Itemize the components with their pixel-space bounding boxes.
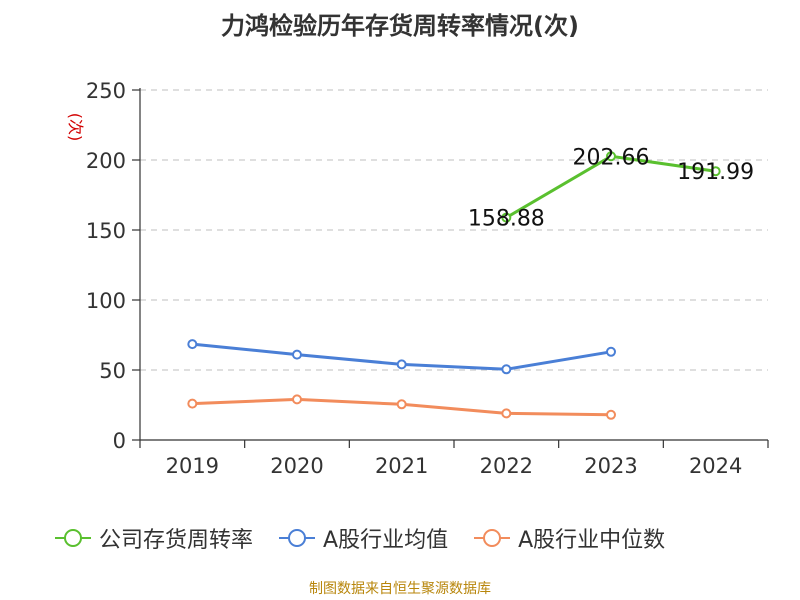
y-tick-label: 200 — [86, 149, 126, 173]
data-label: 158.88 — [468, 207, 545, 232]
x-tick-label: 2019 — [166, 454, 219, 478]
legend-label-industry-avg: A股行业均值 — [323, 528, 449, 553]
data-point-series-1 — [187, 339, 198, 350]
y-tick-label: 100 — [86, 289, 126, 313]
x-tick-label: 2020 — [270, 454, 323, 478]
data-point-series-0 — [710, 166, 721, 177]
legend-item-industry-median[interactable]: A股行业中位数 — [474, 522, 665, 554]
y-tick-label: 150 — [86, 219, 126, 243]
data-point-series-0 — [501, 212, 512, 223]
legend-label-industry-median: A股行业中位数 — [518, 528, 666, 553]
x-tick-label: 2023 — [584, 454, 637, 478]
data-label: 202.66 — [573, 145, 650, 170]
legend-item-company[interactable]: 公司存货周转率 — [55, 522, 253, 554]
data-point-series-2 — [501, 408, 512, 419]
data-point-series-1 — [292, 349, 302, 360]
chart-legend: 公司存货周转率 A股行业均值 A股行业中位数 — [55, 520, 755, 556]
x-tick-label: 2021 — [375, 454, 428, 478]
data-point-series-0 — [606, 151, 616, 162]
data-point-series-1 — [501, 364, 512, 375]
legend-item-industry-avg[interactable]: A股行业均值 — [279, 522, 448, 554]
y-axis-label: (次) — [66, 113, 85, 142]
data-point-series-2 — [396, 399, 407, 410]
legend-line-circle-icon — [474, 529, 511, 547]
data-point-series-2 — [187, 398, 198, 409]
y-tick-label: 50 — [99, 359, 126, 383]
data-label: 191.99 — [677, 160, 754, 185]
x-tick-label: 2022 — [480, 454, 533, 478]
y-tick-label: 250 — [86, 79, 126, 103]
x-tick-label: 2024 — [689, 454, 742, 478]
chart-title: 力鸿检验历年存货周转率情况(次) — [221, 12, 579, 40]
source-note: 制图数据来自恒生聚源数据库 — [309, 581, 491, 597]
data-point-series-1 — [606, 346, 616, 357]
data-point-series-2 — [292, 394, 302, 405]
legend-line-circle-icon — [55, 529, 91, 547]
y-tick-label: 0 — [113, 429, 126, 453]
legend-label-company: 公司存货周转率 — [99, 528, 254, 553]
data-point-series-2 — [606, 409, 616, 420]
legend-line-circle-icon — [279, 529, 316, 547]
data-point-series-1 — [396, 359, 407, 370]
